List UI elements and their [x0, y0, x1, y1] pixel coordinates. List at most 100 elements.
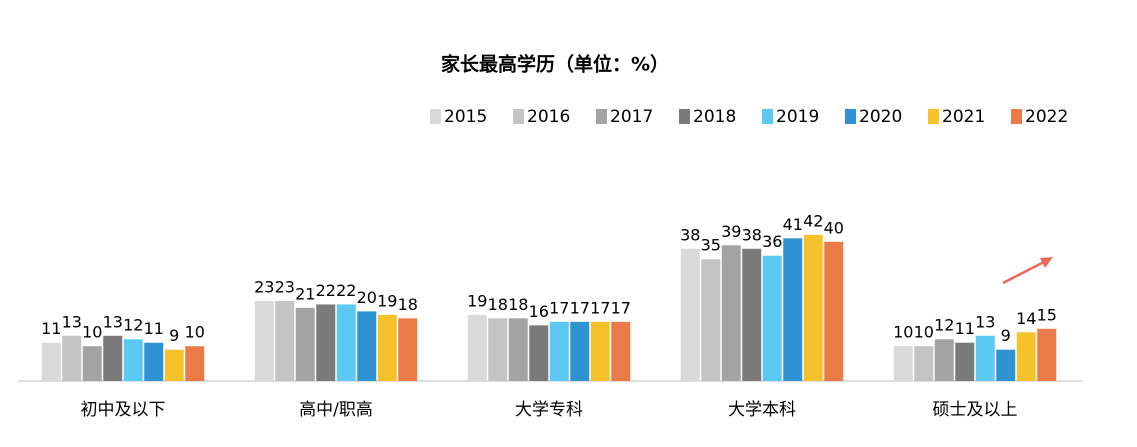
bar: [590, 321, 610, 381]
bar: [762, 255, 782, 381]
bar: [41, 342, 61, 381]
legend-label: 2015: [444, 107, 487, 127]
value-label: 35: [701, 236, 721, 255]
bar: [934, 339, 954, 381]
x-tick-label: 大学专科: [515, 400, 583, 420]
value-label: 38: [680, 225, 700, 244]
bar: [570, 321, 590, 381]
bar: [680, 248, 700, 381]
bar: [549, 321, 569, 381]
value-label: 17: [590, 298, 610, 317]
value-label: 16: [529, 302, 549, 321]
bar: [62, 335, 82, 381]
value-label: 18: [488, 295, 508, 314]
legend-swatch: [513, 109, 524, 124]
bar: [123, 339, 143, 381]
value-label: 17: [549, 298, 569, 317]
value-label: 22: [336, 281, 356, 300]
bar: [82, 346, 102, 381]
value-label: 42: [803, 211, 823, 230]
value-label: 13: [975, 312, 995, 331]
bar: [275, 300, 295, 381]
bar: [611, 321, 631, 381]
bar: [893, 346, 913, 381]
value-label: 17: [570, 298, 590, 317]
value-label: 18: [398, 295, 418, 314]
bar: [1037, 328, 1057, 381]
bar: [996, 349, 1016, 381]
value-label: 19: [467, 291, 487, 310]
bar: [144, 342, 164, 381]
value-label: 41: [783, 215, 803, 234]
x-tick-label: 初中及以下: [81, 400, 166, 420]
bar: [488, 318, 508, 381]
value-label: 12: [123, 316, 143, 335]
value-label: 11: [955, 319, 975, 338]
legend-label: 2017: [610, 107, 653, 127]
legend-label: 2021: [942, 107, 985, 127]
legend-swatch: [928, 109, 939, 124]
legend-label: 2020: [859, 107, 902, 127]
value-label: 20: [357, 288, 377, 307]
bar: [398, 318, 418, 381]
value-label: 19: [377, 291, 397, 310]
bar: [254, 300, 274, 381]
bar: [701, 259, 721, 381]
value-label: 15: [1037, 305, 1057, 324]
legend-label: 2022: [1025, 107, 1068, 127]
bar: [721, 245, 741, 381]
value-label: 9: [169, 326, 179, 345]
value-label: 22: [316, 281, 336, 300]
chart-title: 家长最高学历（单位：%）: [441, 53, 669, 76]
bar: [914, 346, 934, 381]
bar: [103, 335, 123, 381]
value-label: 10: [185, 323, 205, 342]
bar: [164, 349, 184, 381]
legend-swatch: [430, 109, 441, 124]
bar: [1016, 332, 1036, 381]
x-tick-label: 大学本科: [728, 400, 796, 420]
bar: [955, 342, 975, 381]
bar: [803, 234, 823, 381]
value-label: 12: [934, 316, 954, 335]
bar: [783, 238, 803, 381]
bar: [316, 304, 336, 381]
bar: [508, 318, 528, 381]
bar: [336, 304, 356, 381]
legend-label: 2018: [693, 107, 736, 127]
legend-swatch: [1011, 109, 1022, 124]
legend-swatch: [845, 109, 856, 124]
trend-arrow: [1002, 257, 1053, 285]
value-label: 13: [103, 312, 123, 331]
bar: [529, 325, 549, 381]
legend-swatch: [679, 109, 690, 124]
value-label: 17: [611, 298, 631, 317]
value-label: 13: [62, 312, 82, 331]
value-label: 9: [1001, 326, 1011, 345]
legend-swatch: [596, 109, 607, 124]
bar: [357, 311, 377, 381]
bar: [975, 335, 995, 381]
legend-label: 2019: [776, 107, 819, 127]
value-label: 11: [144, 319, 164, 338]
value-label: 14: [1016, 309, 1036, 328]
value-label: 10: [82, 323, 102, 342]
bar: [467, 314, 487, 381]
bar: [824, 241, 844, 381]
value-label: 18: [508, 295, 528, 314]
value-label: 10: [914, 323, 934, 342]
legend-label: 2016: [527, 107, 570, 127]
bar: [742, 248, 762, 381]
legend-swatch: [762, 109, 773, 124]
x-tick-label: 高中/职高: [299, 400, 373, 420]
bar: [185, 346, 205, 381]
bar: [295, 307, 315, 381]
value-label: 21: [295, 284, 315, 303]
x-tick-label: 硕士及以上: [933, 400, 1018, 420]
value-label: 38: [742, 225, 762, 244]
bar: [377, 314, 397, 381]
value-label: 23: [275, 277, 295, 296]
value-label: 40: [824, 218, 844, 237]
value-label: 11: [41, 319, 61, 338]
